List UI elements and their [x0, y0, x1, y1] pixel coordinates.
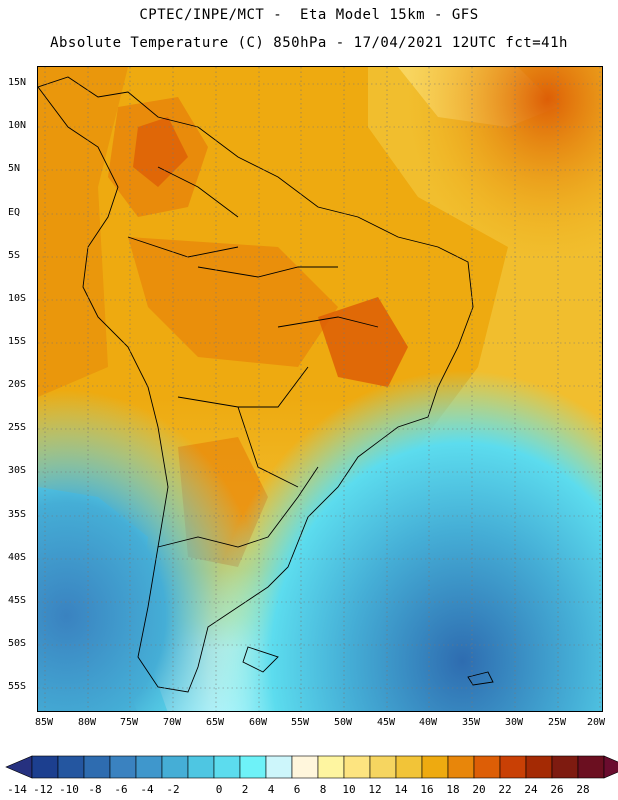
map-title-line1: CPTEC/INPE/MCT - Eta Model 15km - GFS — [139, 7, 479, 23]
lon-label: 50W — [333, 717, 353, 728]
lat-label: 50S — [8, 638, 27, 649]
colorbar-label: 12 — [368, 783, 382, 796]
colorbar-label: 16 — [420, 783, 434, 796]
lon-label: 75W — [119, 717, 139, 728]
lat-label: 10S — [8, 293, 27, 304]
colorbar-swatch — [551, 755, 579, 779]
colorbar-label: 14 — [394, 783, 408, 796]
colorbar-swatch — [369, 755, 397, 779]
colorbar-label: 24 — [524, 783, 538, 796]
colorbar-label: 18 — [446, 783, 460, 796]
colorbar-label: 20 — [472, 783, 486, 796]
colorbar-swatch — [473, 755, 501, 779]
lon-label: 60W — [248, 717, 268, 728]
lat-label: 30S — [8, 465, 27, 476]
lon-label: 30W — [504, 717, 524, 728]
lat-label: EQ — [8, 207, 21, 218]
colorbar-swatch — [239, 755, 267, 779]
lat-label: 15N — [8, 77, 27, 88]
colorbar-swatch — [109, 755, 137, 779]
colorbar — [5, 755, 618, 779]
lat-label: 45S — [8, 595, 27, 606]
colorbar-label: 0 — [215, 783, 223, 796]
colorbar-swatch — [343, 755, 371, 779]
colorbar-over-arrow — [603, 755, 618, 779]
lat-label: 5S — [8, 250, 21, 261]
map-title-line2: Absolute Temperature (C) 850hPa - 17/04/… — [50, 35, 568, 51]
colorbar-swatches — [5, 755, 618, 779]
lon-label: 70W — [162, 717, 182, 728]
lat-label: 40S — [8, 552, 27, 563]
colorbar-label: -2 — [166, 783, 180, 796]
temperature-map — [37, 66, 603, 712]
lon-label: 55W — [290, 717, 310, 728]
colorbar-swatch — [265, 755, 293, 779]
colorbar-label: 2 — [241, 783, 249, 796]
colorbar-label: -10 — [59, 783, 79, 796]
colorbar-swatch — [57, 755, 85, 779]
colorbar-swatch — [135, 755, 163, 779]
colorbar-label: -14 — [7, 783, 27, 796]
colorbar-label: 10 — [342, 783, 356, 796]
lon-label: 40W — [418, 717, 438, 728]
temperature-field — [38, 67, 602, 711]
lon-label: 80W — [77, 717, 97, 728]
lon-label: 25W — [547, 717, 567, 728]
lon-label: 20W — [586, 717, 606, 728]
colorbar-label: 4 — [267, 783, 275, 796]
colorbar-label: -6 — [114, 783, 128, 796]
colorbar-swatch — [213, 755, 241, 779]
colorbar-swatch — [83, 755, 111, 779]
colorbar-label: -12 — [33, 783, 53, 796]
colorbar-label: 26 — [550, 783, 564, 796]
colorbar-label: -8 — [88, 783, 102, 796]
lat-label: 35S — [8, 509, 27, 520]
lon-label: 45W — [376, 717, 396, 728]
colorbar-swatch — [317, 755, 345, 779]
colorbar-label: 28 — [576, 783, 590, 796]
colorbar-swatch — [447, 755, 475, 779]
colorbar-swatch — [187, 755, 215, 779]
colorbar-label: 22 — [498, 783, 512, 796]
lat-label: 55S — [8, 681, 27, 692]
colorbar-label: -4 — [140, 783, 154, 796]
colorbar-swatch — [291, 755, 319, 779]
lat-label: 25S — [8, 422, 27, 433]
lon-label: 65W — [205, 717, 225, 728]
lat-label: 20S — [8, 379, 27, 390]
colorbar-label: 8 — [319, 783, 327, 796]
colorbar-swatch — [395, 755, 423, 779]
colorbar-swatch — [499, 755, 527, 779]
colorbar-under-arrow — [5, 755, 33, 779]
colorbar-label: 6 — [293, 783, 301, 796]
lon-label: 85W — [34, 717, 54, 728]
lat-label: 5N — [8, 163, 21, 174]
lon-label: 35W — [461, 717, 481, 728]
lat-label: 10N — [8, 120, 27, 131]
colorbar-swatch — [421, 755, 449, 779]
coastline — [38, 76, 494, 693]
colorbar-swatch — [577, 755, 605, 779]
colorbar-swatch — [525, 755, 553, 779]
lat-label: 15S — [8, 336, 27, 347]
colorbar-swatch — [161, 755, 189, 779]
colorbar-swatch — [31, 755, 59, 779]
